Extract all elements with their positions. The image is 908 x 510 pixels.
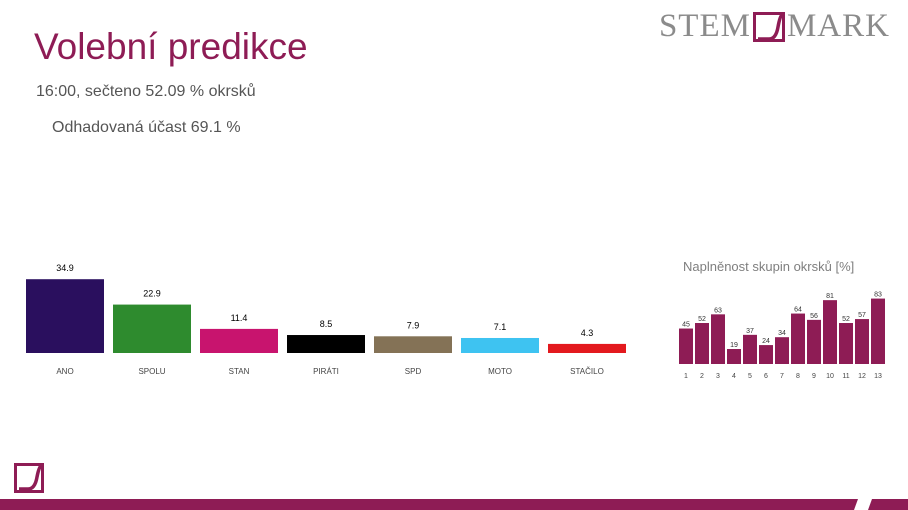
brand-mark-icon [752,11,785,42]
party-value-label: 7.1 [494,322,507,332]
footer-bar [0,499,908,510]
district-group-label: 4 [732,373,736,380]
party-name-label: SPD [405,367,422,376]
brand-left: STEM [658,8,751,44]
party-value-label: 7.9 [407,320,420,330]
district-value-label: 19 [730,342,738,349]
district-chart-title: Naplněnost skupin okrsků [%] [683,259,855,274]
district-value-label: 83 [874,292,882,299]
party-value-label: 8.5 [320,319,333,329]
district-value-label: 81 [826,293,834,300]
district-value-label: 52 [698,316,706,323]
party-name-label: STAČILO [570,367,604,376]
district-value-label: 57 [858,312,866,319]
party-bar [200,328,278,353]
district-group-label: 3 [716,373,720,380]
district-bar [807,319,821,364]
brand-mark-small-icon [14,463,44,493]
district-group-label: 10 [826,373,834,380]
district-value-label: 56 [810,313,818,320]
district-bar [839,323,853,364]
district-group-label: 7 [780,373,784,380]
district-bar [759,345,773,364]
district-value-label: 34 [778,330,786,337]
count-status: 16:00, sečteno 52.09 % okrsků [36,83,256,100]
party-value-label: 34.9 [56,263,74,273]
district-bar [679,328,693,364]
district-bar [871,298,885,364]
district-value-label: 64 [794,307,802,314]
district-value-label: 45 [682,322,690,329]
party-name-label: STAN [229,367,250,376]
district-bar [743,334,757,364]
party-value-label: 22.9 [143,289,161,299]
party-name-label: SPOLU [138,367,165,376]
district-bar [823,300,837,364]
district-bar [711,314,725,364]
district-group-label: 9 [812,373,816,380]
district-value-label: 37 [746,328,754,335]
party-bar [113,304,191,353]
party-value-label: 11.4 [231,313,248,323]
district-value-label: 63 [714,307,722,314]
party-name-label: ANO [56,367,73,376]
party-bar [26,279,104,353]
district-group-label: 2 [700,373,704,380]
district-bar [855,319,869,364]
district-bar [727,349,741,364]
district-group-label: 5 [748,373,752,380]
party-bar [287,335,365,353]
brand-right: MARK [786,8,890,44]
party-bar [461,337,539,353]
party-bar [548,343,626,353]
district-bar [775,337,789,364]
party-name-label: PIRÁTI [313,367,339,376]
district-bar [695,323,709,364]
brand-logo: STEM MARK [659,8,890,45]
page-title: Volební predikce [34,26,308,67]
party-name-label: MOTO [488,367,512,376]
district-group-label: 1 [684,373,688,380]
party-value-label: 4.3 [581,328,594,338]
district-group-label: 13 [874,373,882,380]
district-group-label: 12 [858,373,866,380]
district-bar [791,313,805,364]
party-bar [374,336,452,353]
district-group-label: 11 [842,373,849,380]
small-brand-mark [14,463,44,498]
district-group-label: 8 [796,373,800,380]
turnout-estimate: Odhadovaná účast 69.1 % [52,119,241,136]
district-value-label: 24 [762,338,770,345]
district-value-label: 52 [842,316,850,323]
district-group-label: 6 [764,373,768,380]
